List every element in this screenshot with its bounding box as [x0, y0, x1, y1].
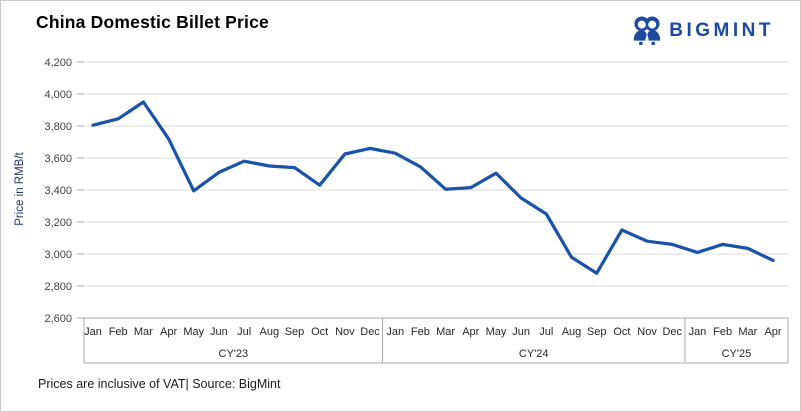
month-label: May — [486, 326, 507, 338]
month-label: Feb — [109, 326, 128, 338]
y-tick-label: 2,800 — [44, 281, 72, 293]
month-label: May — [183, 326, 204, 338]
month-label: Dec — [662, 326, 682, 338]
bigmint-logo: BIGMINT — [631, 14, 774, 48]
month-label: Nov — [335, 326, 355, 338]
month-label: Feb — [411, 326, 430, 338]
month-label: Jul — [539, 326, 553, 338]
month-label: Nov — [637, 326, 657, 338]
y-tick-label: 3,800 — [44, 121, 72, 133]
month-label: Apr — [764, 326, 781, 338]
month-label: Oct — [613, 326, 630, 338]
footer-note: Prices are inclusive of VAT| Source: Big… — [38, 377, 281, 391]
month-label: Sep — [285, 326, 305, 338]
month-label: Jun — [210, 326, 228, 338]
price-line — [91, 100, 775, 275]
two-people-logo-icon — [634, 16, 661, 45]
month-label: Mar — [134, 326, 153, 338]
month-label: Mar — [436, 326, 455, 338]
y-tick-label: 4,000 — [44, 89, 72, 101]
y-tick-label: 4,200 — [44, 57, 72, 69]
year-label: CY'24 — [519, 348, 549, 360]
y-tick-label: 3,000 — [44, 249, 72, 261]
y-tick-label: 3,600 — [44, 153, 72, 165]
month-label: Sep — [587, 326, 607, 338]
y-tick-label: 2,600 — [44, 313, 72, 325]
month-label: Jan — [84, 326, 102, 338]
month-label: Aug — [562, 326, 582, 338]
month-label: Oct — [311, 326, 328, 338]
month-label: Dec — [360, 326, 380, 338]
chart-title: China Domestic Billet Price — [36, 12, 269, 32]
month-label: Jan — [386, 326, 404, 338]
month-label: Jul — [237, 326, 251, 338]
year-label: CY'25 — [722, 348, 752, 360]
y-tick-label: 3,200 — [44, 217, 72, 229]
brand-name: BIGMINT — [669, 20, 774, 41]
month-label: Jan — [689, 326, 707, 338]
month-label: Mar — [738, 326, 757, 338]
year-label: CY'23 — [219, 348, 249, 360]
month-label: Apr — [462, 326, 479, 338]
month-label: Aug — [260, 326, 280, 338]
month-label: Jun — [512, 326, 530, 338]
month-label: Apr — [160, 326, 177, 338]
y-tick-label: 3,400 — [44, 185, 72, 197]
month-label: Feb — [713, 326, 732, 338]
